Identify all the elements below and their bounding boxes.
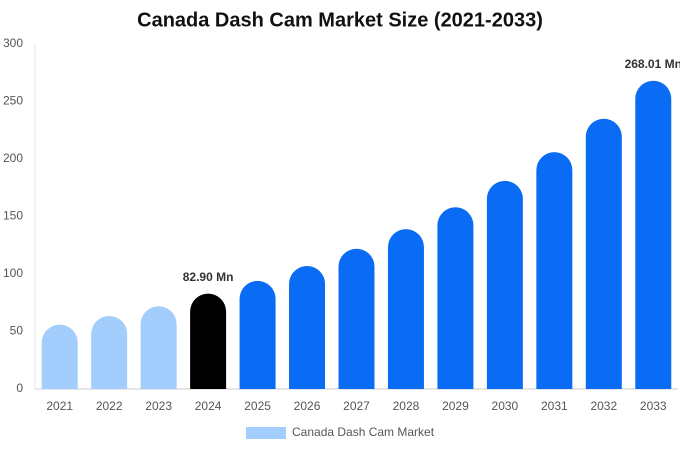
x-tick-label: 2021 (46, 399, 73, 413)
x-tick-label: 2027 (343, 399, 370, 413)
x-tick-label: 2028 (393, 399, 420, 413)
x-tick-label: 2026 (294, 399, 321, 413)
bar (387, 229, 424, 389)
y-tick-label: 300 (3, 36, 23, 50)
x-tick-label: 2030 (492, 399, 519, 413)
x-tick-label: 2024 (195, 399, 222, 413)
data-label: 268.01 Mn (625, 57, 680, 71)
y-tick-label: 250 (3, 94, 23, 108)
y-tick-label: 50 (10, 324, 24, 338)
legend-label: Canada Dash Cam Market (292, 425, 435, 439)
bar (239, 280, 276, 389)
bar (437, 207, 474, 389)
bar (140, 306, 177, 389)
legend-swatch (246, 427, 286, 439)
bar (635, 80, 672, 389)
y-tick-label: 150 (3, 209, 23, 223)
bar (91, 315, 128, 389)
x-tick-label: 2033 (640, 399, 667, 413)
bar (585, 118, 622, 389)
x-tick-label: 2022 (96, 399, 123, 413)
bar (289, 265, 326, 389)
x-tick-label: 2023 (145, 399, 172, 413)
y-tick-label: 100 (3, 266, 23, 280)
bar (536, 152, 573, 389)
y-tick-label: 0 (16, 381, 23, 395)
chart-title: Canada Dash Cam Market Size (2021-2033) (137, 9, 543, 31)
bar (41, 324, 78, 389)
x-tick-label: 2029 (442, 399, 469, 413)
x-tick-label: 2025 (244, 399, 271, 413)
bar (190, 293, 227, 389)
x-tick-label: 2031 (541, 399, 568, 413)
data-label: 82.90 Mn (183, 270, 234, 284)
y-tick-label: 200 (3, 151, 23, 165)
bar (486, 180, 523, 389)
x-tick-label: 2032 (590, 399, 617, 413)
bar (338, 248, 375, 389)
